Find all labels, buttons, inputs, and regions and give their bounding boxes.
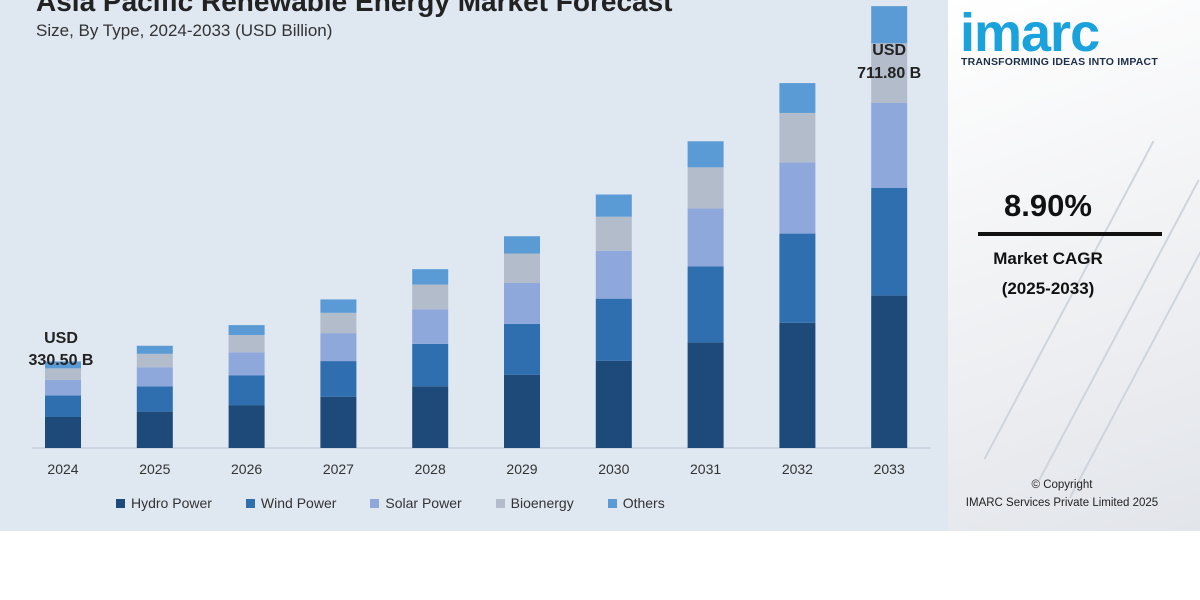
bar-segment-wind-2032 [779, 233, 816, 323]
first-bar-annotation-currency: USD [44, 330, 78, 347]
x-tick-label: 2033 [874, 461, 905, 477]
bar-segment-hydro-2029 [504, 374, 540, 448]
bar-segment-wind-2030 [595, 298, 632, 361]
bar-segment-others-2024 [45, 361, 81, 369]
legend-swatch [116, 498, 125, 508]
cagr-label: Market CAGR [993, 249, 1103, 268]
legend-item-hydro: Hydro Power [116, 495, 212, 511]
bar-segment-solar-2026 [228, 352, 265, 376]
cagr-divider [978, 232, 1162, 236]
bar-segment-solar-2028 [412, 309, 449, 344]
bar-segment-bio-2027 [320, 312, 357, 334]
legend-item-bio: Bioenergy [495, 495, 574, 511]
bar-segment-wind-2028 [412, 343, 449, 387]
bar-segment-bio-2032 [779, 112, 816, 163]
legend-item-others: Others [607, 495, 665, 511]
bar-segment-solar-2029 [504, 282, 540, 324]
bar-segment-others-2033 [871, 6, 908, 44]
chart-title: Asia Pacific Renewable Energy Market For… [36, 0, 673, 17]
bar-segment-bio-2033 [871, 43, 908, 104]
bar-segment-hydro-2024 [45, 416, 81, 448]
bar-segment-bio-2026 [228, 335, 265, 353]
bar-segment-solar-2032 [779, 162, 816, 234]
bar-segment-wind-2024 [45, 395, 81, 417]
last-bar-annotation-value: 711.80 B [857, 65, 921, 82]
bar-segment-bio-2028 [412, 284, 449, 310]
legend-item-wind: Wind Power [245, 495, 337, 511]
x-tick-label: 2028 [415, 461, 446, 477]
x-tick-label: 2032 [782, 461, 813, 477]
bar-segment-hydro-2026 [228, 405, 265, 448]
bar-segment-others-2029 [504, 236, 540, 254]
bar-segment-others-2027 [320, 299, 357, 313]
copyright-text: © Copyright [1031, 479, 1093, 491]
chart-subtitle: Size, By Type, 2024-2033 (USD Billion) [36, 21, 333, 40]
bar-segment-hydro-2028 [412, 386, 449, 448]
legend-swatch [607, 498, 617, 508]
x-tick-label: 2029 [506, 461, 537, 477]
cagr-period: (2025-2033) [1001, 279, 1095, 298]
bar-segment-hydro-2031 [687, 342, 724, 448]
imarc-logo: imarc [960, 3, 1100, 63]
x-tick-label: 2031 [690, 461, 721, 477]
bar-segment-solar-2024 [45, 379, 81, 396]
branding-panel: imarc TRANSFORMING IDEAS INTO IMPACT 8.9… [948, 0, 1200, 531]
bar-segment-wind-2027 [320, 361, 357, 397]
legend-label: Solar Power [385, 495, 462, 511]
bar-segment-others-2028 [412, 269, 449, 285]
bar-segment-bio-2024 [45, 368, 81, 380]
bar-segment-wind-2031 [687, 266, 724, 343]
last-bar-annotation-currency: USD [872, 42, 906, 59]
x-tick-label: 2027 [323, 461, 354, 477]
x-tick-label: 2026 [231, 461, 262, 477]
bar-segment-solar-2027 [320, 333, 357, 362]
legend-label: Hydro Power [131, 495, 212, 511]
legend-item-solar: Solar Power [370, 495, 462, 511]
bar-segment-others-2026 [228, 325, 265, 336]
x-tick-label: 2024 [47, 461, 78, 477]
stacked-bar-chart: 2024 2025 2026 2027 2028 2029 2030 2031 2032 2033… [29, 6, 930, 477]
bar-segment-others-2032 [779, 83, 816, 113]
first-bar-annotation-value: 330.50 B [29, 352, 94, 369]
bar-segment-hydro-2027 [320, 396, 357, 448]
company-name: IMARC Services Private Limited 2025 [965, 497, 1159, 509]
cagr-value: 8.90% [1004, 188, 1092, 223]
chart-legend: Hydro Power Wind Power Solar Power Bioenerg… [116, 495, 699, 511]
bar-segment-others-2025 [136, 345, 173, 354]
bar-segment-bio-2025 [136, 353, 173, 368]
legend-swatch [370, 498, 380, 508]
bar-segment-solar-2033 [871, 103, 908, 189]
bar-segment-wind-2029 [504, 323, 540, 375]
bar-segment-hydro-2032 [779, 322, 816, 448]
bar-segment-others-2031 [687, 141, 724, 168]
bar-segment-bio-2030 [595, 216, 632, 251]
legend-label: Wind Power [260, 495, 337, 511]
legend-label: Others [622, 495, 665, 511]
x-tick-label: 2025 [139, 461, 170, 477]
bar-segment-solar-2030 [595, 250, 632, 299]
bar-segment-wind-2026 [228, 375, 265, 406]
legend-swatch [245, 498, 255, 508]
x-tick-label: 2030 [598, 461, 629, 477]
bar-segment-wind-2033 [871, 188, 908, 296]
brand-tagline: TRANSFORMING IDEAS INTO IMPACT [961, 56, 1158, 68]
bar-segment-bio-2029 [504, 253, 540, 283]
bar-segment-solar-2025 [136, 367, 173, 387]
legend-label: Bioenergy [510, 495, 574, 511]
bar-segment-others-2030 [595, 194, 632, 217]
bar-segment-wind-2025 [136, 386, 173, 412]
bar-segment-hydro-2025 [136, 411, 173, 448]
legend-swatch [495, 498, 505, 508]
bar-segment-hydro-2033 [871, 295, 908, 448]
bar-segment-hydro-2030 [595, 360, 632, 448]
chart-panel: Asia Pacific Renewable Energy Market For… [0, 0, 948, 531]
bar-segment-bio-2031 [687, 167, 724, 209]
decorative-line [1038, 179, 1200, 481]
bar-segment-solar-2031 [687, 208, 724, 267]
